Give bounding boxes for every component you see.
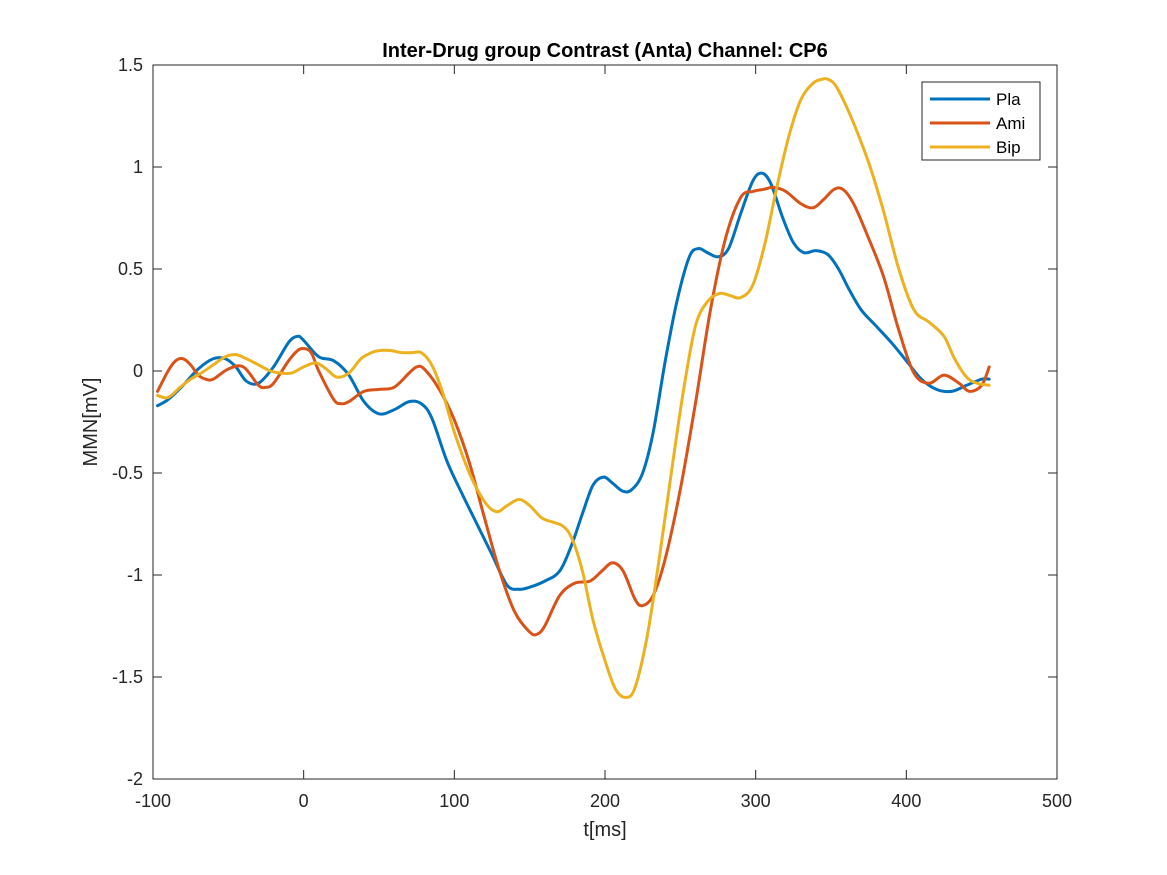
y-tick-label: -0.5 <box>112 463 143 483</box>
legend: Pla Ami Bip <box>921 81 1041 161</box>
x-tick-label: 200 <box>590 791 620 811</box>
plot-frame <box>152 64 1058 780</box>
x-tick-label: -100 <box>135 791 171 811</box>
axis-ticks: -100 0 100 200 300 400 500 -2 -1.5 -1 -0.5 0 0.5 1 1.5 <box>112 55 1072 811</box>
y-tick-label: 0.5 <box>118 259 143 279</box>
y-tick-label: -1.5 <box>112 667 143 687</box>
x-tick-label: 400 <box>891 791 921 811</box>
y-tick-label: -2 <box>127 769 143 789</box>
series-line-pla <box>156 171 991 591</box>
x-tick-label: 0 <box>299 791 309 811</box>
legend-label-ami: Ami <box>996 114 1025 133</box>
series-layer <box>156 77 991 699</box>
x-tick-label: 300 <box>741 791 771 811</box>
y-tick-label: 1.5 <box>118 55 143 75</box>
x-tick-label: 500 <box>1042 791 1072 811</box>
series-line-ami <box>156 185 991 637</box>
y-tick-label: -1 <box>127 565 143 585</box>
x-axis-label: t[ms] <box>583 819 626 841</box>
y-tick-label: 0 <box>133 361 143 381</box>
series-line-bip <box>156 77 991 699</box>
y-axis-label: MMN[mV] <box>80 378 102 467</box>
x-tick-label: 100 <box>439 791 469 811</box>
legend-label-pla: Pla <box>996 90 1021 109</box>
plot-area <box>153 65 1057 779</box>
chart-title: Inter-Drug group Contrast (Anta) Channel… <box>382 40 828 62</box>
legend-label-bip: Bip <box>996 138 1021 157</box>
y-tick-label: 1 <box>133 157 143 177</box>
